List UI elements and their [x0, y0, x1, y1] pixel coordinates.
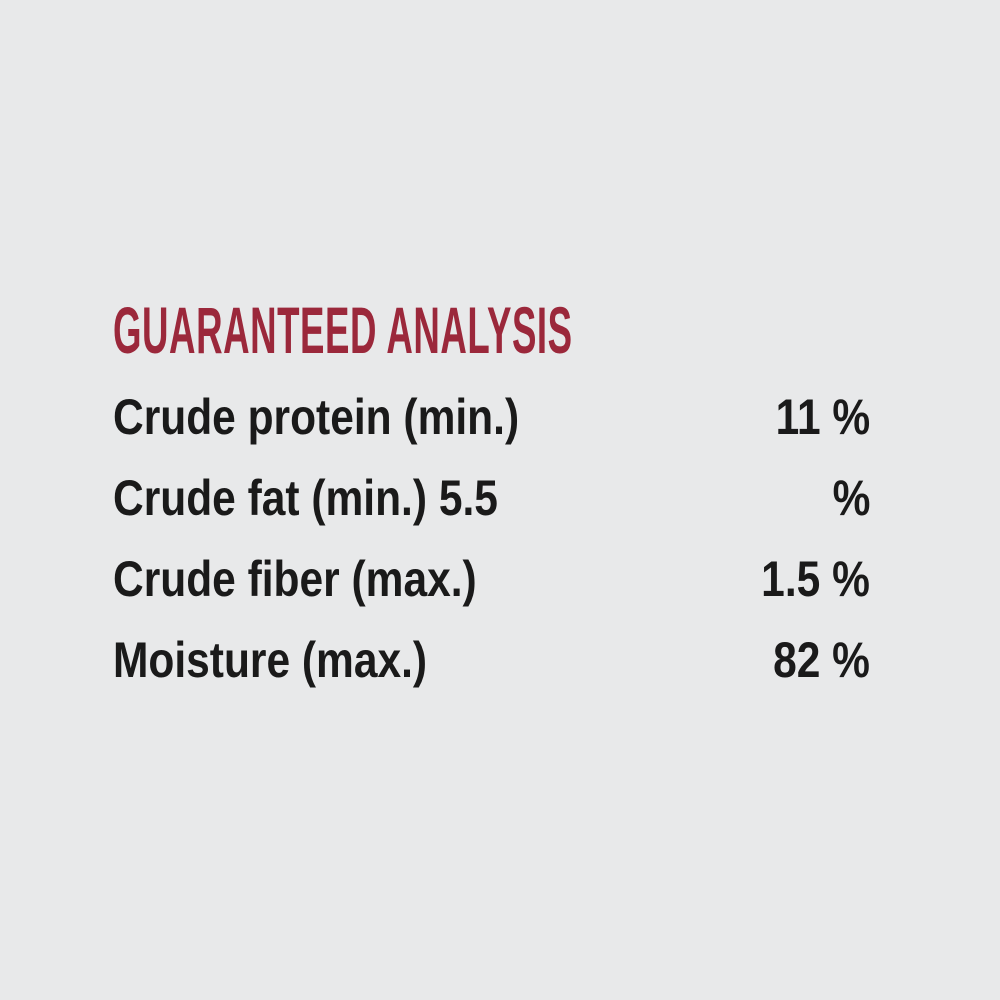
- row-label: Crude fat (min.) 5.5: [113, 470, 498, 526]
- analysis-row-crude-protein: Crude protein (min.) 11 %: [113, 392, 870, 442]
- guaranteed-analysis-title: GUARANTEED ANALYSIS: [113, 293, 573, 367]
- row-value: 1.5 %: [761, 551, 870, 607]
- row-label: Crude protein (min.): [113, 389, 520, 445]
- row-value: %: [832, 470, 870, 526]
- analysis-row-crude-fiber: Crude fiber (max.) 1.5 %: [113, 554, 870, 604]
- row-label: Moisture (max.): [113, 632, 428, 688]
- row-value: 11 %: [775, 389, 870, 445]
- row-value: 82 %: [773, 632, 870, 688]
- analysis-table: Crude protein (min.) 11 % Crude fat (min…: [113, 392, 870, 685]
- analysis-row-moisture: Moisture (max.) 82 %: [113, 635, 870, 685]
- row-label: Crude fiber (max.): [113, 551, 477, 607]
- analysis-row-crude-fat: Crude fat (min.) 5.5 %: [113, 473, 870, 523]
